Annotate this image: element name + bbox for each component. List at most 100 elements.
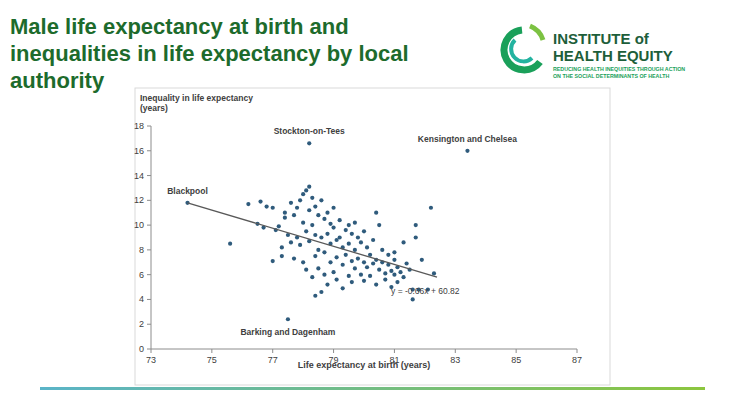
- trend-equation: y = -0.66x + 60.82: [391, 286, 460, 296]
- data-point: [432, 271, 436, 275]
- logo-swoosh: [511, 40, 532, 61]
- data-point: [331, 206, 335, 210]
- data-point: [319, 198, 323, 202]
- y-tick: [147, 126, 151, 127]
- data-point: [292, 256, 296, 260]
- data-point: [286, 317, 290, 321]
- data-point: [322, 250, 326, 254]
- data-point: [359, 240, 363, 244]
- data-point: [347, 242, 351, 246]
- y-tick: [147, 175, 151, 176]
- data-point: [344, 228, 348, 232]
- x-axis-label: Life expectancy at birth (years): [298, 360, 431, 370]
- x-tick: [211, 349, 212, 353]
- slide-title: Male life expectancy at birth and: [10, 14, 349, 39]
- annotation: Blackpool: [167, 186, 208, 196]
- data-point: [401, 240, 405, 244]
- y-axis-label: Inequality in life expectancy: [140, 93, 253, 103]
- data-point: [328, 222, 332, 226]
- data-point: [383, 271, 387, 275]
- data-point: [228, 242, 232, 246]
- data-point: [325, 232, 329, 236]
- y-tick: [147, 299, 151, 300]
- data-point: [350, 280, 354, 284]
- plot-area: [185, 141, 469, 321]
- data-point: [347, 274, 351, 278]
- data-point: [277, 224, 281, 228]
- data-point: [392, 250, 396, 254]
- data-point: [325, 282, 329, 286]
- data-point: [307, 185, 311, 189]
- data-point: [316, 248, 320, 252]
- data-point: [338, 218, 342, 222]
- annotation: Kensington and Chelsea: [418, 134, 517, 144]
- y-tick-label: 10: [134, 220, 144, 230]
- data-point: [401, 275, 405, 279]
- y-tick-label: 4: [139, 294, 144, 304]
- data-point: [335, 255, 339, 259]
- slide-title: inequalities in life expectancy by local: [10, 41, 409, 66]
- y-tick-label: 18: [134, 121, 144, 131]
- x-tick-label: 87: [572, 355, 582, 365]
- y-tick-label: 16: [134, 146, 144, 156]
- data-point: [350, 232, 354, 236]
- x-tick: [151, 349, 152, 353]
- data-point: [301, 192, 305, 196]
- data-point: [341, 286, 345, 290]
- data-point: [301, 221, 305, 225]
- data-point: [319, 290, 323, 294]
- logo-name: HEALTH EQUITY: [553, 47, 673, 64]
- data-point: [331, 225, 335, 229]
- data-point: [280, 245, 284, 249]
- logo-tagline: REDUCING HEALTH INEQUITIES THROUGH ACTIO…: [553, 66, 685, 72]
- data-point: [307, 208, 311, 212]
- data-point: [362, 260, 366, 264]
- data-point: [298, 243, 302, 247]
- data-point: [310, 196, 314, 200]
- data-point: [304, 268, 308, 272]
- data-point: [356, 256, 360, 260]
- data-point: [335, 278, 339, 282]
- x-tick-label: 73: [146, 355, 156, 365]
- data-point: [313, 254, 317, 258]
- data-point: [377, 268, 381, 272]
- y-tick-label: 6: [139, 270, 144, 280]
- data-point: [325, 211, 329, 215]
- logo: INSTITUTE ofHEALTH EQUITYREDUCING HEALTH…: [504, 26, 685, 79]
- data-point: [356, 235, 360, 239]
- data-point: [310, 275, 314, 279]
- data-point: [392, 258, 396, 262]
- data-point: [258, 199, 262, 203]
- x-tick: [516, 349, 517, 353]
- axes: 0246810121416187375777981838587Life expe…: [134, 93, 582, 370]
- data-point: [283, 216, 287, 220]
- data-point: [465, 149, 469, 153]
- data-point: [246, 202, 250, 206]
- x-tick-label: 85: [511, 355, 521, 365]
- data-point: [280, 254, 284, 258]
- data-point: [380, 248, 384, 252]
- y-tick-label: 14: [134, 171, 144, 181]
- x-tick-label: 77: [268, 355, 278, 365]
- data-point: [395, 280, 399, 284]
- data-point: [350, 259, 354, 263]
- x-tick-label: 75: [207, 355, 217, 365]
- data-point: [283, 211, 287, 215]
- data-point: [289, 240, 293, 244]
- y-tick-label: 0: [139, 344, 144, 354]
- data-point: [374, 211, 378, 215]
- data-point: [304, 188, 308, 192]
- data-point: [322, 273, 326, 277]
- x-tick: [577, 349, 578, 353]
- data-point: [322, 217, 326, 221]
- y-tick: [147, 324, 151, 325]
- logo-swoosh: [504, 30, 540, 70]
- data-point: [316, 266, 320, 270]
- annotation: Barking and Dagenham: [240, 327, 335, 337]
- data-point: [313, 233, 317, 237]
- data-point: [414, 223, 418, 227]
- data-point: [398, 270, 402, 274]
- data-point: [359, 273, 363, 277]
- logo-tagline: ON THE SOCIAL DETERMINANTS OF HEALTH: [553, 73, 670, 79]
- x-tick: [333, 349, 334, 353]
